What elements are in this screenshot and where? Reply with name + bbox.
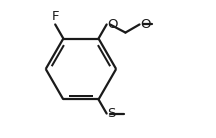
- Text: O: O: [107, 18, 118, 31]
- Text: S: S: [107, 107, 116, 120]
- Text: F: F: [51, 10, 59, 23]
- Text: O: O: [140, 18, 151, 31]
